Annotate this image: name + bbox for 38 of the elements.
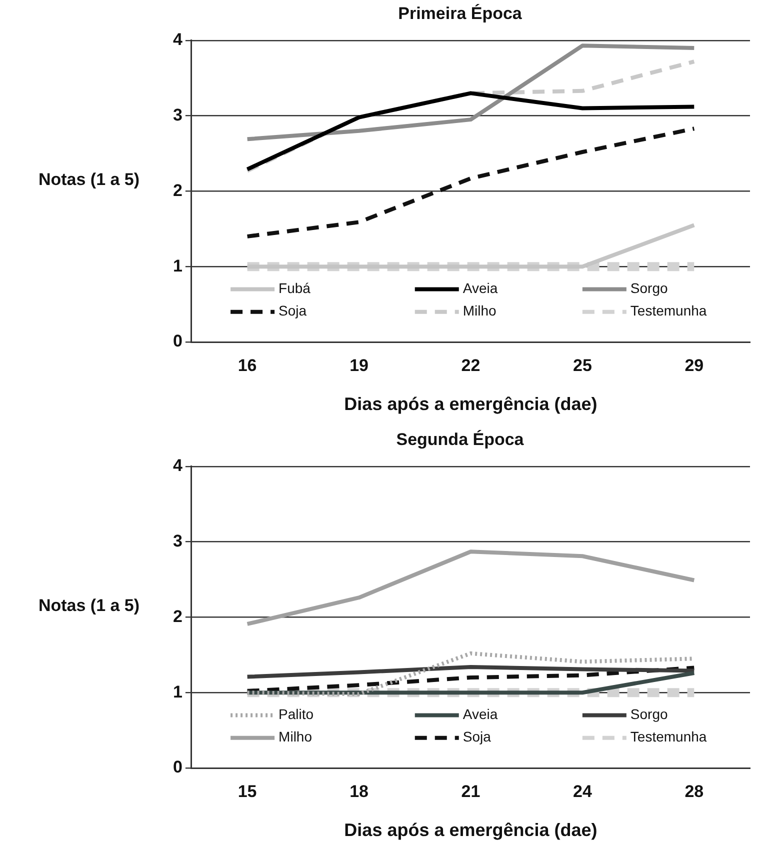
y-tick-label: 1 <box>172 682 182 702</box>
x-tick-label: 18 <box>350 782 368 801</box>
legend-label: Aveia <box>462 706 498 722</box>
chart-title: Primeira Época <box>398 2 522 23</box>
y-axis-title: Notas (1 a 5) <box>37 170 141 190</box>
legend-label: Aveia <box>462 280 498 296</box>
x-tick-label: 29 <box>684 356 704 375</box>
y-tick-label: 4 <box>172 456 183 476</box>
x-tick-label: 16 <box>238 356 257 375</box>
x-tick-label: 15 <box>238 782 257 801</box>
y-tick-label: 1 <box>172 256 182 276</box>
x-tick-label: 25 <box>572 356 592 375</box>
x-axis-title: Dias após a emergência (dae) <box>344 394 598 414</box>
x-axis-title: Dias após a emergência (dae) <box>344 820 598 840</box>
y-axis-title: Notas (1 a 5) <box>37 596 141 616</box>
x-tick-label: 19 <box>350 356 368 375</box>
x-tick-label: 22 <box>461 356 480 375</box>
legend-label: Fubá <box>278 280 311 296</box>
y-tick-label: 0 <box>172 332 182 351</box>
y-tick-label: 3 <box>172 105 182 124</box>
legend-label: Sorgo <box>630 706 668 722</box>
x-tick-label: 28 <box>684 782 704 801</box>
legend-label: Palito <box>278 706 314 722</box>
legend-label: Milho <box>278 728 312 745</box>
chart-title: Segunda Época <box>396 428 524 449</box>
y-tick-label: 0 <box>172 758 182 777</box>
y-tick-label: 2 <box>172 606 182 626</box>
legend-label: Sorgo <box>630 280 668 296</box>
legend-label: Testemunha <box>630 302 707 319</box>
y-tick-label: 3 <box>172 531 182 550</box>
x-tick-label: 21 <box>461 782 480 801</box>
y-tick-label: 2 <box>172 180 182 200</box>
y-tick-label: 4 <box>172 30 183 50</box>
legend-label: Soja <box>278 302 307 319</box>
legend-label: Milho <box>462 302 497 319</box>
legend-label: Soja <box>462 728 492 745</box>
legend-label: Testemunha <box>630 728 707 745</box>
x-tick-label: 24 <box>572 782 592 801</box>
